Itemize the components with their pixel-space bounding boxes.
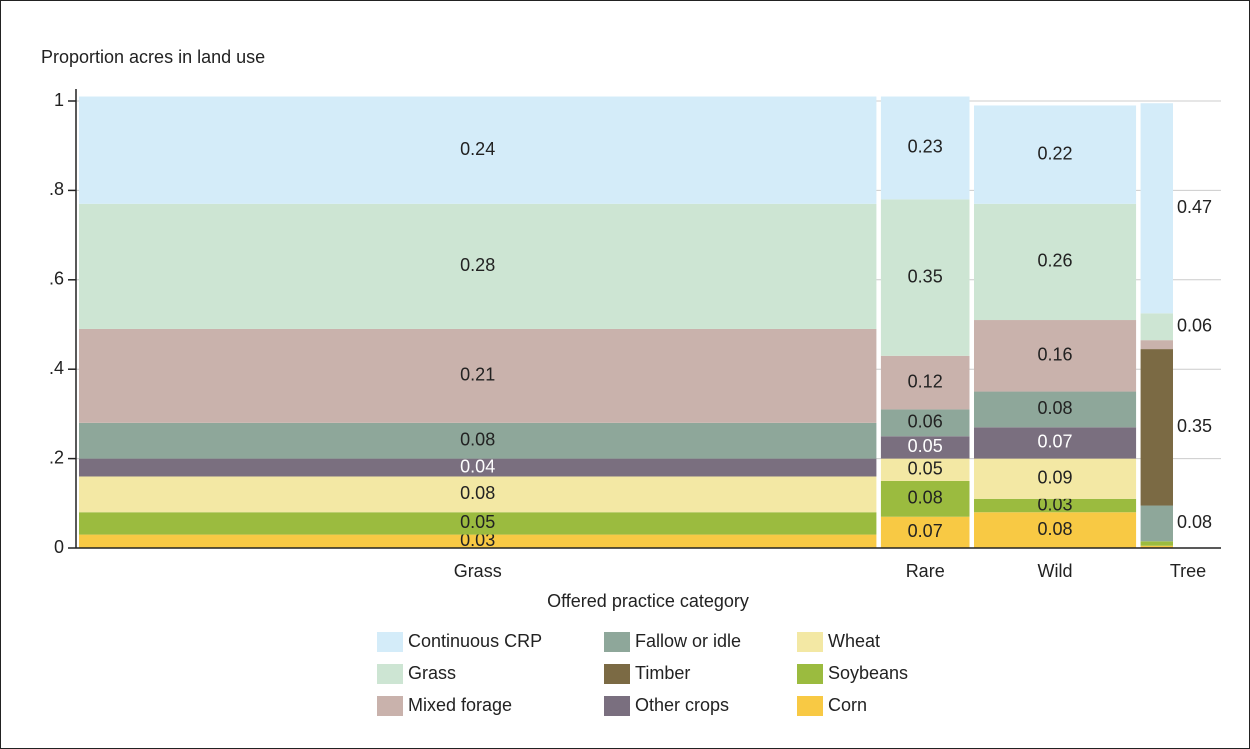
- value-label: 0.08: [1177, 512, 1212, 532]
- segment: [880, 409, 970, 437]
- value-label: 0.05: [908, 436, 943, 456]
- value-label: 0.22: [1038, 143, 1073, 163]
- y-tick-label: .8: [49, 179, 64, 199]
- value-label: 0.21: [460, 365, 495, 385]
- legend-swatch: [604, 664, 630, 684]
- segment: [1140, 541, 1173, 546]
- value-label: 0.05: [908, 459, 943, 479]
- legend-label: Corn: [828, 695, 867, 715]
- value-label: 0.08: [460, 429, 495, 449]
- legend-swatch: [797, 664, 823, 684]
- legend-swatch: [604, 632, 630, 652]
- value-label: 0.35: [1177, 416, 1212, 436]
- value-label: 0.04: [460, 456, 495, 476]
- legend-label: Fallow or idle: [635, 631, 741, 651]
- segment: [974, 105, 1137, 204]
- value-label: 0.24: [460, 139, 495, 159]
- value-label: 0.35: [908, 266, 943, 286]
- segment: [1140, 505, 1173, 542]
- segment: [1140, 340, 1173, 350]
- y-axis-title: Proportion acres in land use: [41, 47, 265, 67]
- segment: [880, 199, 970, 356]
- legend-swatch: [797, 696, 823, 716]
- segment: [79, 458, 877, 477]
- value-label: 0.16: [1038, 345, 1073, 365]
- value-label: 0.23: [908, 137, 943, 157]
- segment: [79, 203, 877, 329]
- legend-label: Grass: [408, 663, 456, 683]
- legend-label: Wheat: [828, 631, 880, 651]
- segment: [880, 436, 970, 459]
- legend-label: Other crops: [635, 695, 729, 715]
- segment: [1140, 103, 1173, 314]
- legend-swatch: [377, 664, 403, 684]
- x-tick-label: Wild: [1038, 561, 1073, 581]
- segment: [974, 427, 1137, 459]
- legend-swatch: [377, 632, 403, 652]
- value-label: 0.08: [1038, 519, 1073, 539]
- x-tick-label: Tree: [1170, 561, 1206, 581]
- segment: [974, 498, 1137, 513]
- value-label: 0.28: [460, 255, 495, 275]
- segment: [880, 480, 970, 517]
- segment: [974, 512, 1137, 548]
- segment: [974, 320, 1137, 392]
- segment: [79, 96, 877, 204]
- legend-swatch: [797, 632, 823, 652]
- segment: [880, 516, 970, 548]
- value-label: 0.05: [460, 512, 495, 532]
- x-tick-label: Rare: [906, 561, 945, 581]
- value-label: 0.09: [1038, 467, 1073, 487]
- legend-label: Continuous CRP: [408, 631, 542, 651]
- legend-label: Soybeans: [828, 663, 908, 683]
- x-axis-title: Offered practice category: [547, 591, 749, 611]
- segment: [974, 458, 1137, 499]
- value-label: 0.07: [908, 521, 943, 541]
- y-tick-label: .4: [49, 358, 64, 378]
- value-label: 0.47: [1177, 197, 1212, 217]
- y-tick-label: .2: [49, 447, 64, 467]
- value-label: 0.08: [1038, 398, 1073, 418]
- value-label: 0.03: [460, 530, 495, 550]
- x-tick-label: Grass: [454, 561, 502, 581]
- segment: [1140, 313, 1173, 341]
- segment: [974, 391, 1137, 428]
- legend-swatch: [377, 696, 403, 716]
- value-label: 0.12: [908, 371, 943, 391]
- segment: [79, 512, 877, 535]
- value-label: 0.07: [1038, 432, 1073, 452]
- value-label: 0.03: [1038, 494, 1073, 514]
- segment: [79, 328, 877, 423]
- segment: [974, 203, 1137, 321]
- segment: [880, 96, 970, 200]
- segment: [880, 355, 970, 410]
- value-label: 0.08: [460, 483, 495, 503]
- segment: [79, 476, 877, 513]
- value-label: 0.06: [1177, 315, 1212, 335]
- segment: [1140, 545, 1173, 548]
- segment: [79, 422, 877, 459]
- y-tick-label: .6: [49, 269, 64, 289]
- segment: [1140, 349, 1173, 506]
- legend-swatch: [604, 696, 630, 716]
- segment: [79, 534, 877, 548]
- value-label: 0.26: [1038, 251, 1073, 271]
- segment: [880, 458, 970, 481]
- legend-label: Mixed forage: [408, 695, 512, 715]
- value-label: 0.06: [908, 412, 943, 432]
- legend-label: Timber: [635, 663, 690, 683]
- y-tick-label: 0: [54, 537, 64, 557]
- value-label: 0.08: [908, 488, 943, 508]
- y-tick-label: 1: [54, 90, 64, 110]
